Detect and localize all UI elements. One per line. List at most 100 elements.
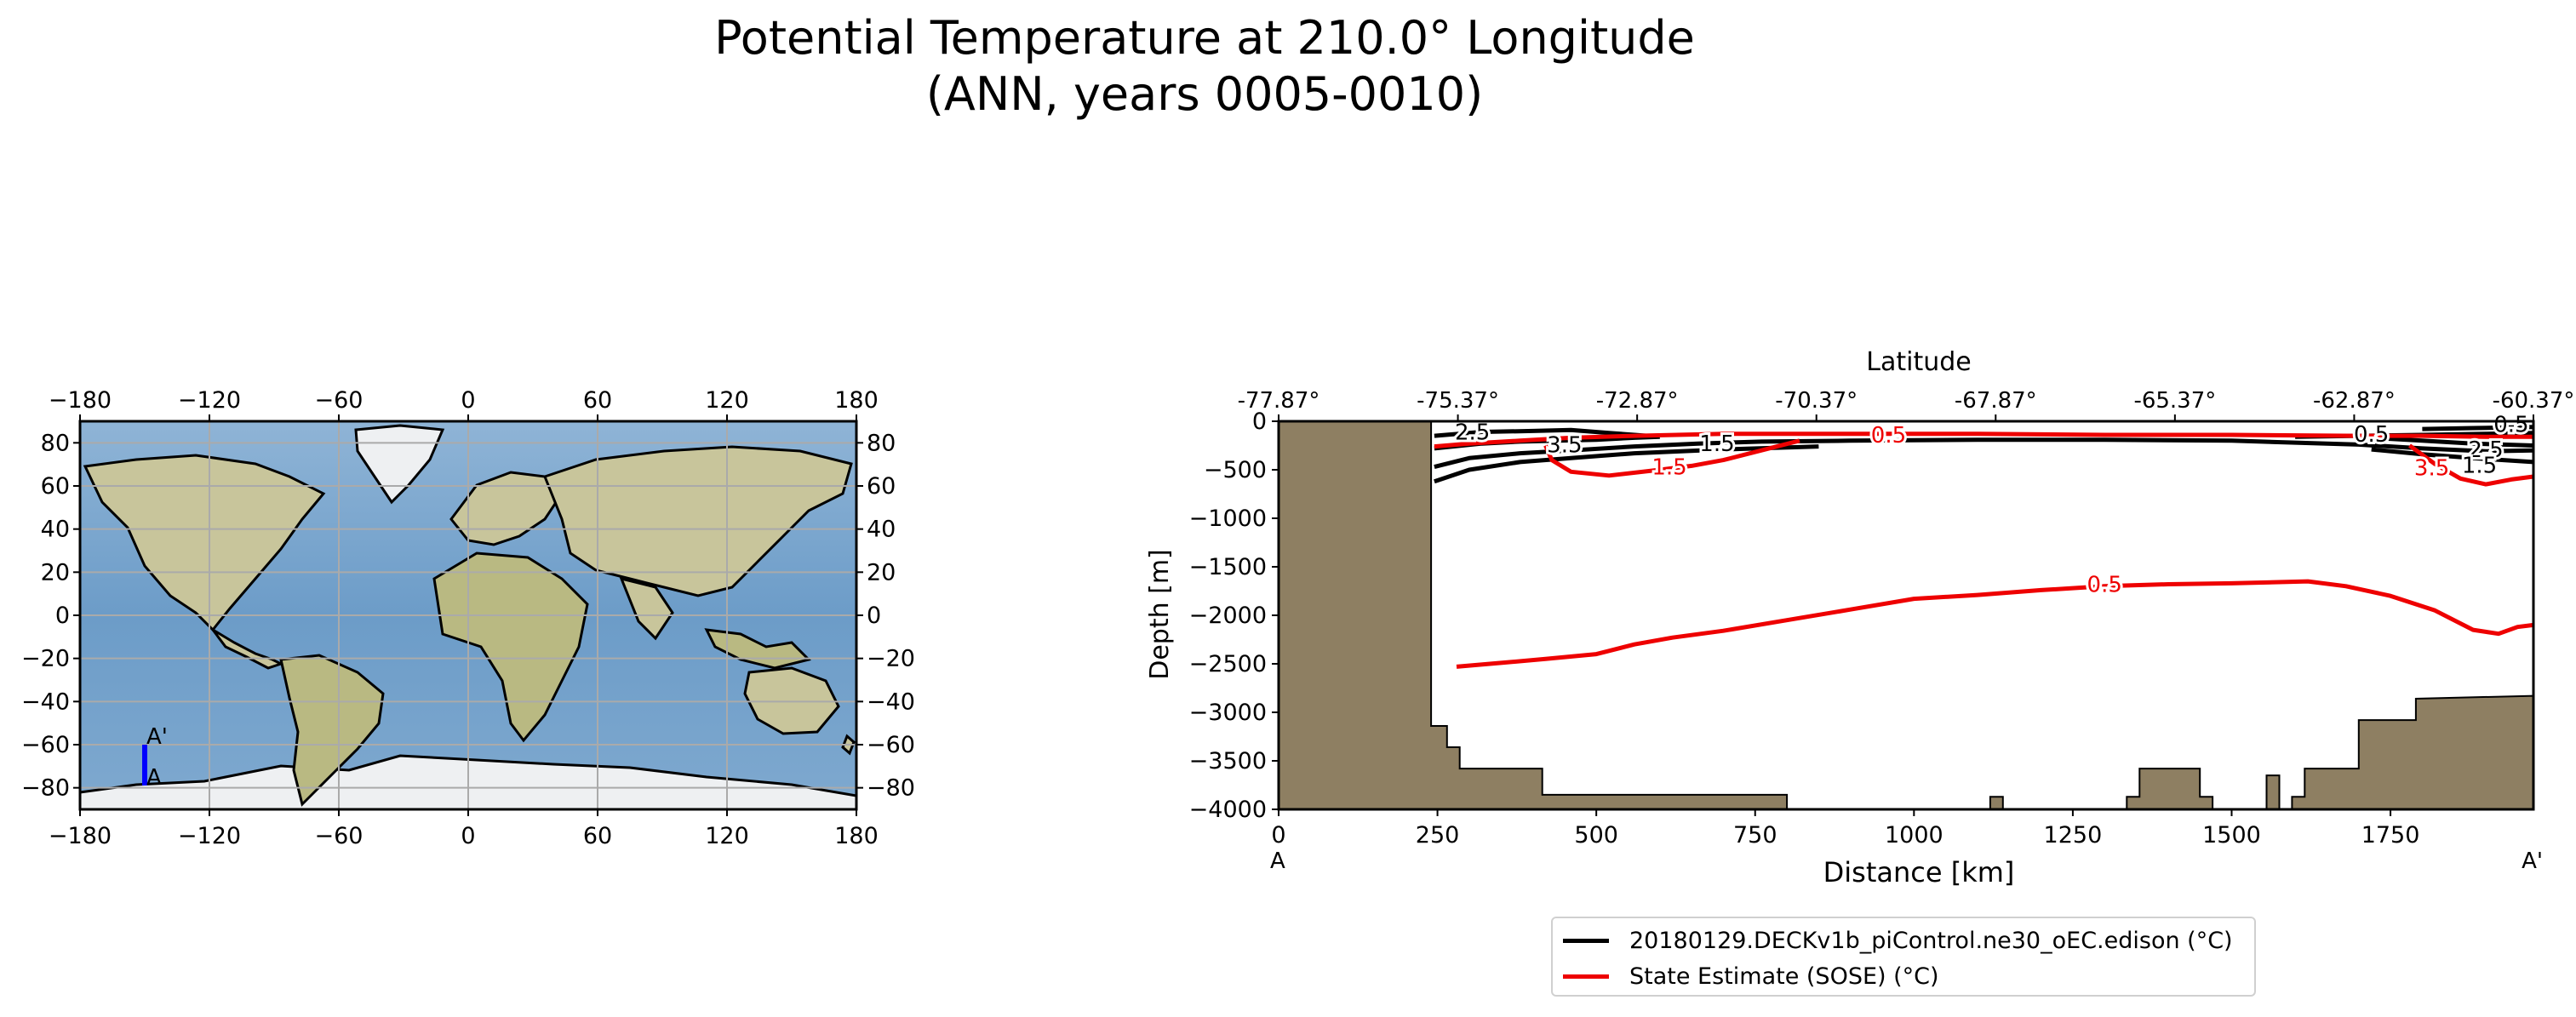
sose-contour-3.5 bbox=[2408, 443, 2534, 487]
x-tick-label: 500 bbox=[1574, 822, 1618, 848]
contour-label: 0.5 bbox=[2354, 422, 2389, 448]
contour-label: 1.5 bbox=[1699, 431, 1734, 457]
model-contour-1.5b bbox=[1434, 444, 1819, 484]
map-lat-tick-label-right: −60 bbox=[867, 732, 915, 758]
legend-label-model: 20180129.DECKv1b_piControl.ne30_oEC.edis… bbox=[1629, 927, 2233, 954]
top-axis-label: Latitude bbox=[1866, 347, 1971, 377]
contour-label: 2.5 bbox=[2468, 437, 2503, 463]
model-contour-1.5c bbox=[2371, 447, 2534, 465]
legend-entry-model: 20180129.DECKv1b_piControl.ne30_oEC.edis… bbox=[1563, 923, 2233, 957]
map-lat-tick-label-left: 60 bbox=[41, 473, 70, 500]
map-lon-tick-label-top: −120 bbox=[178, 387, 241, 414]
world-map-panel: A' A −180 −180 −120 −120 −60 −60 0 0 60 60 120 120 1… bbox=[21, 387, 915, 849]
latitude-tick-label: -70.37° bbox=[1775, 388, 1858, 414]
map-section-start-label: A bbox=[146, 765, 162, 791]
contour-label: 2.5 bbox=[1455, 420, 1490, 446]
y-tick-label: −1500 bbox=[1189, 554, 1267, 580]
map-lat-tick-label-left: −60 bbox=[21, 732, 70, 758]
map-lat-tick-label-left: 80 bbox=[41, 430, 70, 456]
map-lat-tick-label-right: −40 bbox=[867, 688, 915, 715]
x-tick-label: 1000 bbox=[1885, 822, 1943, 848]
title-line-2: (ANN, years 0005-0010) bbox=[925, 67, 1484, 121]
contour-label: 3.5 bbox=[1547, 432, 1582, 458]
legend-label-observations: State Estimate (SOSE) (°C) bbox=[1629, 963, 1939, 990]
transect-plot-area: 2.5 3.5 1.5 0.52.51.50.50.51.50.53.5 bbox=[1278, 409, 2534, 810]
model-contour-2.5 bbox=[1434, 427, 1648, 438]
contour-label: 1.5 bbox=[1652, 455, 1686, 481]
map-lat-tick-label-right: 20 bbox=[867, 559, 896, 586]
latitude-tick-label: -62.87° bbox=[2313, 388, 2396, 414]
x-tick-label: 750 bbox=[1733, 822, 1777, 848]
asia-landmass bbox=[543, 445, 853, 597]
transect-panel: 2.5 3.5 1.5 0.52.51.50.50.51.50.53.5 0 250 50… bbox=[1145, 347, 2575, 888]
latitude-tick-label: -75.37° bbox=[1417, 388, 1499, 414]
latitude-tick-label: -67.87° bbox=[1955, 388, 2037, 414]
map-lon-tick-label-bottom: 180 bbox=[834, 823, 879, 849]
contour-label: 0.5 bbox=[1871, 423, 1906, 449]
map-lon-tick-label-top: 120 bbox=[705, 387, 749, 414]
transect-end-label: A' bbox=[2522, 848, 2543, 874]
map-lat-tick-label-left: 20 bbox=[41, 559, 70, 586]
map-lat-tick-label-right: 40 bbox=[867, 517, 896, 543]
contour-label: 0.5 bbox=[2493, 412, 2528, 437]
map-lon-tick-label-top: −180 bbox=[49, 387, 112, 414]
transect-start-label: A bbox=[1270, 848, 1285, 874]
latitude-tick-label: -72.87° bbox=[1596, 388, 1679, 414]
map-lat-tick-label-left: −20 bbox=[21, 646, 70, 672]
x-tick-label: 1500 bbox=[2202, 822, 2261, 848]
contour-label: 0.5 bbox=[2087, 573, 2122, 598]
map-lon-tick-label-bottom: 60 bbox=[583, 823, 612, 849]
map-lon-tick-label-bottom: 0 bbox=[461, 823, 475, 849]
legend-swatch-model bbox=[1563, 938, 1609, 943]
x-tick-label: 1250 bbox=[2044, 822, 2103, 848]
map-lat-tick-label-right: −20 bbox=[867, 646, 915, 672]
y-tick-label: −3500 bbox=[1189, 748, 1267, 774]
contour-label: 1.5 bbox=[2462, 453, 2497, 478]
north-america-landmass bbox=[83, 454, 326, 632]
transect-background bbox=[1279, 421, 2533, 809]
map-lat-tick-label-right: 0 bbox=[867, 603, 881, 629]
map-lat-tick-label-right: −80 bbox=[867, 775, 915, 802]
latitude-tick-label: -77.87° bbox=[1238, 388, 1320, 414]
contour-label: 3.5 bbox=[2414, 456, 2449, 482]
legend: 20180129.DECKv1b_piControl.ne30_oEC.edis… bbox=[1551, 917, 2256, 997]
x-tick-label: 1750 bbox=[2361, 822, 2420, 848]
x-tick-label: 0 bbox=[1271, 822, 1285, 848]
y-tick-label: −2500 bbox=[1189, 651, 1267, 677]
map-tick-labels: −180 −180 −120 −120 −60 −60 0 0 60 60 120 120 180 180… bbox=[21, 387, 915, 849]
y-tick-label: −500 bbox=[1204, 457, 1267, 483]
europe-landmass bbox=[449, 471, 564, 546]
map-section-end-label: A' bbox=[146, 724, 168, 750]
y-tick-label: −3000 bbox=[1189, 700, 1267, 726]
map-lon-tick-label-bottom: 120 bbox=[705, 823, 749, 849]
latitude-tick-label: -60.37° bbox=[2493, 388, 2575, 414]
map-lon-tick-label-bottom: −180 bbox=[49, 823, 112, 849]
y-tick-label: −1000 bbox=[1189, 506, 1267, 532]
sose-contour-0.5 bbox=[1456, 579, 2534, 669]
title-line-1: Potential Temperature at 210.0° Longitud… bbox=[714, 11, 1695, 65]
transect-axes: 0 250 500 750 1000 1250 1500 1750 0 −500 −1000 −150… bbox=[1189, 388, 2575, 848]
map-lon-tick-label-bottom: −120 bbox=[178, 823, 241, 849]
latitude-tick-label: -65.37° bbox=[2133, 388, 2216, 414]
x-tick-label: 250 bbox=[1416, 822, 1460, 848]
map-lon-tick-label-bottom: −60 bbox=[315, 823, 364, 849]
figure-title: Potential Temperature at 210.0° Longitud… bbox=[0, 10, 2409, 123]
x-axis-label: Distance [km] bbox=[1823, 856, 2015, 888]
legend-entry-observations: State Estimate (SOSE) (°C) bbox=[1563, 959, 1939, 993]
legend-swatch-observations bbox=[1563, 974, 1609, 979]
bathymetry-land bbox=[1278, 420, 2534, 810]
africa-landmass bbox=[432, 551, 589, 743]
map-lon-tick-label-top: −60 bbox=[315, 387, 364, 414]
map-lat-tick-label-right: 60 bbox=[867, 473, 896, 500]
map-lon-tick-label-top: 60 bbox=[583, 387, 612, 414]
south-america-landmass bbox=[279, 654, 385, 807]
map-lat-tick-label-left: 0 bbox=[55, 603, 70, 629]
india-landmass bbox=[619, 576, 674, 641]
model-contour-2.5b bbox=[2371, 435, 2534, 448]
model-contour-0.5b bbox=[2422, 425, 2534, 431]
sose-contour-1.5 bbox=[1543, 438, 1800, 478]
model-contour-1.5 bbox=[1434, 437, 2534, 470]
map-lat-tick-label-left: −80 bbox=[21, 775, 70, 802]
map-lat-tick-label-left: −40 bbox=[21, 688, 70, 715]
sose-contour-0.5s bbox=[1434, 431, 2533, 449]
